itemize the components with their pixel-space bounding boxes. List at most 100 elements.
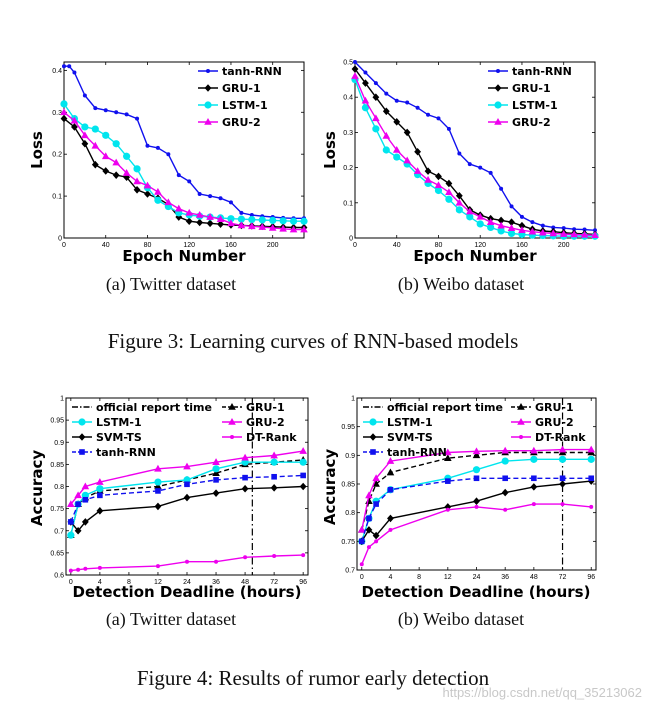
data-point-lstm-1	[497, 227, 505, 235]
data-point-svm-ts	[372, 531, 380, 540]
data-point-dt-rank	[388, 527, 393, 532]
legend-label-svm-ts: SVM-TS	[387, 431, 433, 444]
x-tick-label: 36	[212, 579, 220, 586]
y-tick-label: 1	[351, 396, 355, 403]
data-point-gru-2	[476, 212, 485, 220]
data-point-lstm-1	[248, 215, 256, 224]
data-point-tanh-rnn	[187, 179, 192, 184]
data-point-gru-1	[497, 216, 505, 225]
data-point-tanh-rnn	[135, 116, 140, 121]
data-point-gru-1	[206, 219, 214, 228]
series-line-gru-2	[361, 448, 592, 531]
data-point-gru-2	[372, 474, 380, 482]
data-point-tanh-rnn	[249, 212, 254, 217]
data-point-svm-ts	[212, 489, 220, 497]
data-point-gru-1	[518, 221, 526, 230]
y-tick-label: 0.75	[341, 539, 355, 546]
x-axis-label: Detection Deadline (hours)	[362, 583, 591, 601]
legend-marker-tanh-rnn	[206, 69, 210, 73]
data-point-gru-2	[237, 221, 246, 229]
data-point-gru-2	[539, 228, 547, 236]
data-point-tanh-rnn	[213, 477, 219, 483]
data-point-gru-1	[445, 179, 453, 188]
series-line-tanh-rnn	[354, 61, 596, 231]
data-point-lstm-1	[112, 140, 120, 148]
series-line-gru-1	[70, 459, 304, 536]
data-point-tanh-rnn	[184, 481, 190, 488]
x-tick-label: 72	[270, 579, 278, 586]
data-point-tanh-rnn	[271, 473, 277, 480]
legend-marker-lstm-1	[494, 101, 502, 109]
data-point-gru-1	[382, 107, 390, 116]
data-point-gru-1	[91, 160, 99, 169]
data-point-tanh-rnn	[82, 496, 89, 503]
data-point-tanh-rnn	[387, 486, 394, 493]
x-tick-label: 96	[299, 579, 307, 586]
data-point-tanh-rnn	[457, 151, 462, 156]
legend-label-official-report-time: official report time	[96, 401, 212, 414]
x-tick-label: 80	[144, 242, 152, 249]
legend-label-tanh-rnn: tanh-RNN	[222, 65, 282, 78]
data-point-tanh-rnn	[531, 475, 537, 482]
y-tick-label: 0.3	[343, 130, 353, 137]
data-point-dt-rank	[589, 504, 594, 509]
x-tick-label: 12	[154, 579, 162, 586]
data-point-tanh-rnn	[176, 173, 181, 178]
data-point-svm-ts	[473, 497, 480, 505]
x-axis-label: Detection Deadline (hours)	[73, 583, 302, 601]
data-point-svm-ts	[444, 503, 452, 511]
y-axis-label: Accuracy	[28, 450, 46, 526]
legend-label-gru-2: GRU-2	[512, 116, 551, 129]
legend-marker-lstm-1	[78, 418, 86, 426]
data-point-gru-1	[393, 118, 401, 126]
data-point-gru-2	[382, 131, 391, 139]
series-lstm-1	[351, 76, 599, 240]
x-tick-label: 8	[417, 574, 421, 581]
data-point-tanh-rnn	[530, 220, 535, 225]
data-point-gru-2	[70, 116, 79, 124]
series-line-gru-1	[361, 451, 592, 531]
data-point-svm-ts	[365, 526, 373, 534]
series-gru-2	[357, 445, 596, 533]
data-point-gru-2	[74, 491, 82, 499]
legend-marker-dt-rank	[519, 435, 523, 439]
x-tick-label: 72	[559, 574, 567, 581]
legend-marker-gru-2	[494, 118, 502, 125]
x-tick-label: 0	[360, 574, 364, 581]
data-point-lstm-1	[455, 206, 463, 214]
data-point-tanh-rnn	[588, 475, 595, 482]
series-tanh-rnn	[62, 64, 306, 221]
series-line-dt-rank	[361, 503, 592, 565]
data-point-tanh-rnn	[62, 64, 66, 69]
x-tick-label: 96	[587, 574, 595, 581]
watermark: https://blog.csdn.net/qq_35213062	[443, 685, 643, 700]
data-point-lstm-1	[67, 531, 75, 539]
data-point-tanh-rnn	[478, 165, 483, 170]
data-point-gru-2	[351, 72, 359, 79]
data-point-tanh-rnn	[97, 492, 103, 499]
legend-marker-gru-2	[204, 118, 212, 125]
data-point-gru-2	[591, 231, 599, 238]
y-tick-label: 0.2	[52, 152, 62, 159]
data-point-lstm-1	[558, 455, 567, 463]
y-axis-label: Loss	[28, 131, 46, 169]
y-tick-label: 0.5	[343, 60, 353, 67]
legend-label-tanh-rnn: tanh-RNN	[387, 446, 447, 459]
data-point-tanh-rnn	[488, 170, 493, 175]
legend-label-svm-ts: SVM-TS	[96, 431, 142, 444]
series-gru-2	[60, 108, 308, 233]
data-point-tanh-rnn	[366, 515, 372, 522]
fig4-subcaption-a: (a) Twitter dataset	[106, 609, 236, 630]
data-point-gru-2	[361, 96, 370, 104]
y-tick-label: 0.7	[345, 568, 355, 575]
series-line-gru-2	[63, 111, 304, 231]
series-line-lstm-1	[63, 103, 304, 222]
data-point-tanh-rnn	[445, 478, 451, 484]
legend-label-tanh-rnn: tanh-RNN	[96, 446, 156, 459]
data-point-lstm-1	[123, 152, 131, 160]
series-tanh-rnn	[358, 475, 595, 545]
fig3-subcaption-a: (a) Twitter dataset	[106, 274, 236, 295]
data-point-svm-ts	[96, 507, 104, 515]
y-tick-label: 0	[349, 236, 353, 243]
data-point-svm-ts	[81, 518, 89, 526]
